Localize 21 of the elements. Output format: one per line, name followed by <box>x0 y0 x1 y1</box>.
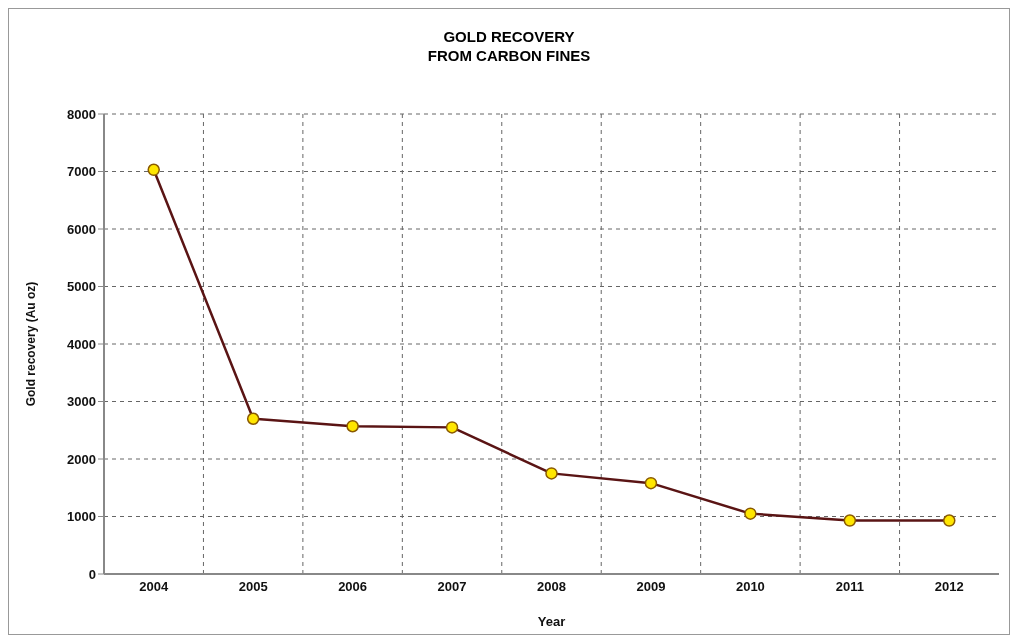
x-tick-label: 2008 <box>537 579 566 595</box>
y-tick-label: 5000 <box>67 279 96 295</box>
x-tick-label: 2005 <box>238 579 268 595</box>
y-tick-label: 4000 <box>67 336 96 352</box>
x-tick-label: 2004 <box>139 579 169 595</box>
chart-title: GOLD RECOVERY FROM CARBON FINES <box>426 27 592 65</box>
x-tick-label: 2012 <box>934 579 964 595</box>
y-tick-label: 7000 <box>67 164 96 180</box>
y-axis-title: Gold recovery (Au oz) <box>24 281 39 407</box>
y-tick-label: 3000 <box>67 394 96 410</box>
x-tick-label: 2009 <box>636 579 666 595</box>
x-tick-label: 2007 <box>437 579 467 595</box>
y-tick-label: 0 <box>88 566 96 582</box>
y-tick-label: 2000 <box>67 451 96 467</box>
x-axis-title: Year <box>537 614 566 629</box>
x-tick-label: 2010 <box>735 579 765 595</box>
x-tick-label: 2006 <box>338 579 368 595</box>
x-tick-label: 2011 <box>835 579 864 595</box>
y-tick-label: 6000 <box>67 221 96 237</box>
y-tick-label: 1000 <box>67 509 96 525</box>
y-tick-label: 8000 <box>67 106 96 122</box>
